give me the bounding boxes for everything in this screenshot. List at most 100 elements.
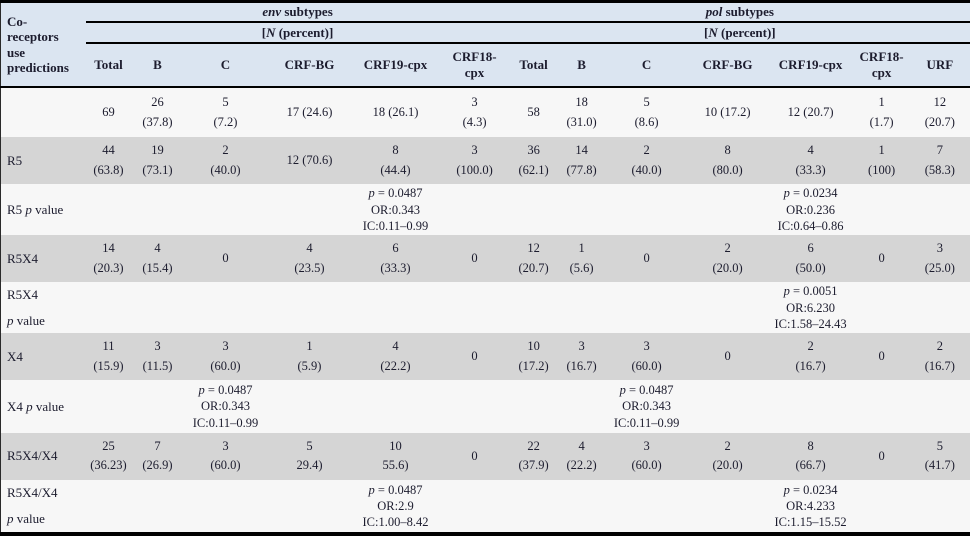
table-row: R5X4/X4 p value p = 0.0487 OR:2.9 IC:1.00–… <box>0 479 970 534</box>
column-header: CRF-BG <box>687 43 768 88</box>
env-sub-italic: N <box>266 24 276 40</box>
row-label: R5 <box>0 137 86 185</box>
table-cell <box>909 479 970 534</box>
table-cell: 12 (20.7) <box>767 87 854 138</box>
table-cell: 36 (62.1) <box>509 137 558 185</box>
table-cell <box>557 380 606 433</box>
table-cell <box>267 479 352 534</box>
table-cell <box>183 282 268 334</box>
table-cell: p = 0.0234 OR:0.236 IC:0.64–0.86 <box>767 184 854 236</box>
table-cell: 5 29.4) <box>267 432 352 480</box>
table-cell: 44 (63.8) <box>85 137 132 185</box>
env-sub-pre: [ <box>261 24 267 40</box>
table-cell <box>131 380 184 433</box>
column-header: Total <box>509 43 558 88</box>
table-cell <box>853 380 910 433</box>
table-cell <box>557 479 606 534</box>
table-row: X4 p value p = 0.0487 OR:0.343 IC:0.11–0.… <box>0 380 970 433</box>
table-cell <box>557 184 606 236</box>
env-n-percent-header: [N (percent)] <box>85 22 510 44</box>
row-label-text: R5 <box>7 201 23 217</box>
table-cell: 4 (33.3) <box>767 137 854 185</box>
table-header: Co- receptors use predictions env subtyp… <box>0 1 970 88</box>
table-cell: 5 (8.6) <box>605 87 688 138</box>
table-cell: 2 (16.7) <box>909 333 970 381</box>
column-header: CRF18- cpx <box>853 43 910 88</box>
table-cell <box>509 380 558 433</box>
corner-header-text: Co- receptors use predictions <box>7 13 69 75</box>
table-cell <box>509 479 558 534</box>
column-header: CRF19-cpx <box>767 43 854 88</box>
column-header: CRF-BG <box>267 43 352 88</box>
column-header-row: Total B C CRF-BG CRF19-cpx CRF18- cpx Total B C C… <box>1 43 970 88</box>
table-cell: 2 (20.0) <box>687 432 768 480</box>
table-cell: p = 0.0487 OR:2.9 IC:1.00–8.42 <box>351 479 440 534</box>
table-row: 69 26 (37.8) 5 (7.2) 17 (24.6) 18 (26.1) 3 (4… <box>0 87 970 138</box>
table-cell: 12 (70.6) <box>267 137 352 185</box>
table-row: X4 11 (15.9) 3 (11.5) 3 (60.0) 1 (5.9) 4 (22.… <box>0 333 970 381</box>
table-cell: p = 0.0487 OR:0.343 IC:0.11–0.99 <box>605 380 688 433</box>
row-label: R5X4/X4 <box>0 432 86 480</box>
pol-group-rest-text: subtypes <box>722 4 774 19</box>
table-cell: 3 (4.3) <box>439 87 510 138</box>
row-label-text: R5X4 <box>7 251 39 266</box>
table-cell <box>687 380 768 433</box>
env-group-italic-text: env <box>262 4 282 19</box>
table-cell: p = 0.0234 OR:4.233 IC:1.15–15.52 <box>767 479 854 534</box>
table-cell: 6 (50.0) <box>767 235 854 283</box>
table-cell: p = 0.0051 OR:6.230 IC:1.58–24.43 <box>767 282 854 334</box>
table-cell <box>605 184 688 236</box>
env-sub-rest: (percent)] <box>275 24 334 40</box>
table-cell <box>131 282 184 334</box>
table-cell: 5 (41.7) <box>909 432 970 480</box>
row-label: X4 <box>0 333 86 381</box>
table-cell: 0 <box>439 235 510 283</box>
table-cell: 4 (15.4) <box>131 235 184 283</box>
table-cell: 17 (24.6) <box>267 87 352 138</box>
table-cell: 8 (66.7) <box>767 432 854 480</box>
table-cell: 0 <box>439 333 510 381</box>
table-cell: 10 (17.2) <box>509 333 558 381</box>
table-row: R5 p value p = 0.0487 OR:0.343 IC:0.11–0.… <box>0 184 970 236</box>
table-cell <box>439 282 510 334</box>
env-group-rest-text: subtypes <box>281 4 333 19</box>
table-row: R5X4 14 (20.3) 4 (15.4) 0 4 (23.5) 6 (33.3) 0 1… <box>0 235 970 283</box>
row-label-text: R5X4 <box>7 286 39 302</box>
row-label-text: R5X4/X4 <box>7 484 58 500</box>
table-cell: p = 0.0487 OR:0.343 IC:0.11–0.99 <box>183 380 268 433</box>
row-label-text: R5X4/X4 <box>7 448 58 464</box>
pol-subtypes-group-header: pol subtypes <box>509 1 970 23</box>
table-cell: 18 (31.0) <box>557 87 606 138</box>
table-cell <box>509 184 558 236</box>
table-cell <box>183 184 268 236</box>
table-cell <box>687 282 768 334</box>
table-cell: 10 55.6) <box>351 432 440 480</box>
row-label: R5X4 <box>0 235 86 283</box>
table-cell: 1 (100) <box>853 137 910 185</box>
table-cell <box>267 380 352 433</box>
table-cell <box>557 282 606 334</box>
table-cell: 3 (60.0) <box>183 333 268 381</box>
table-cell: 0 <box>439 432 510 480</box>
table-cell <box>909 184 970 236</box>
row-label-pvalue-text: p value <box>25 201 64 217</box>
table-cell: 5 (7.2) <box>183 87 268 138</box>
table-cell: 26 (37.8) <box>131 87 184 138</box>
table-cell: 1 (5.6) <box>557 235 606 283</box>
table-cell: 10 (17.2) <box>687 87 768 138</box>
table-cell: 0 <box>687 333 768 381</box>
env-subtypes-group-header: env subtypes <box>85 1 510 23</box>
table-cell <box>853 184 910 236</box>
table-cell: 25 (36.23) <box>85 432 132 480</box>
row-label-pvalue-text: p value <box>7 313 45 329</box>
table-cell <box>767 380 854 433</box>
table-cell <box>909 380 970 433</box>
table-cell <box>267 282 352 334</box>
table-cell: 8 (44.4) <box>351 137 440 185</box>
column-header: B <box>131 43 184 88</box>
corner-header: Co- receptors use predictions <box>0 1 86 88</box>
subheader-row: [N (percent)] [N (percent)] <box>1 22 970 44</box>
table-cell: 4 (23.5) <box>267 235 352 283</box>
table-cell <box>351 380 440 433</box>
table-cell: 3 (11.5) <box>131 333 184 381</box>
